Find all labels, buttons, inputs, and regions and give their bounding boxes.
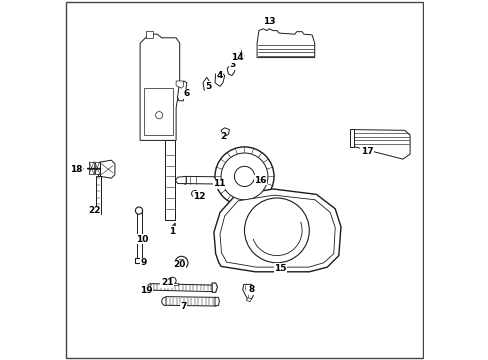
Polygon shape xyxy=(221,128,229,136)
Polygon shape xyxy=(193,192,198,197)
Polygon shape xyxy=(246,298,251,302)
Polygon shape xyxy=(232,60,236,66)
Polygon shape xyxy=(176,263,181,265)
Circle shape xyxy=(155,112,163,119)
Text: 17: 17 xyxy=(360,147,372,156)
Text: 10: 10 xyxy=(136,235,148,244)
Circle shape xyxy=(168,277,176,284)
Polygon shape xyxy=(101,162,105,174)
Polygon shape xyxy=(89,162,94,174)
Text: 12: 12 xyxy=(193,192,205,201)
Circle shape xyxy=(238,53,244,59)
Polygon shape xyxy=(212,283,217,292)
Polygon shape xyxy=(175,176,186,184)
Polygon shape xyxy=(220,195,335,267)
Text: 14: 14 xyxy=(230,53,243,62)
Polygon shape xyxy=(136,212,141,258)
Polygon shape xyxy=(151,284,213,292)
Circle shape xyxy=(135,207,142,214)
Polygon shape xyxy=(95,162,100,174)
Polygon shape xyxy=(227,65,235,76)
Polygon shape xyxy=(170,283,178,285)
Circle shape xyxy=(175,256,187,269)
Text: 21: 21 xyxy=(161,278,173,287)
Polygon shape xyxy=(135,258,143,263)
Circle shape xyxy=(215,147,273,206)
Circle shape xyxy=(191,190,198,197)
Polygon shape xyxy=(257,29,314,58)
Text: 6: 6 xyxy=(183,89,190,98)
Text: 13: 13 xyxy=(263,17,275,26)
Polygon shape xyxy=(166,297,216,306)
Text: 1: 1 xyxy=(169,227,175,236)
Polygon shape xyxy=(215,72,224,86)
Text: 19: 19 xyxy=(140,286,153,295)
Text: 5: 5 xyxy=(205,82,211,91)
Polygon shape xyxy=(96,176,101,214)
Polygon shape xyxy=(242,284,253,299)
Text: 7: 7 xyxy=(180,302,186,311)
Polygon shape xyxy=(165,140,175,220)
Text: 4: 4 xyxy=(216,71,222,80)
Polygon shape xyxy=(140,34,183,140)
Circle shape xyxy=(221,153,267,200)
Text: 22: 22 xyxy=(87,206,100,215)
Text: 18: 18 xyxy=(70,165,82,174)
Polygon shape xyxy=(349,129,353,147)
Circle shape xyxy=(234,166,254,186)
Text: 9: 9 xyxy=(140,258,146,267)
Polygon shape xyxy=(144,88,172,135)
Polygon shape xyxy=(186,176,242,184)
Text: 8: 8 xyxy=(248,285,254,294)
Polygon shape xyxy=(176,81,183,88)
Text: 20: 20 xyxy=(173,260,185,269)
Polygon shape xyxy=(101,160,115,178)
Text: 3: 3 xyxy=(229,60,236,69)
Polygon shape xyxy=(145,31,152,38)
Text: 2: 2 xyxy=(219,132,225,141)
Polygon shape xyxy=(177,81,186,101)
Polygon shape xyxy=(213,189,340,272)
Polygon shape xyxy=(203,77,209,90)
Text: 16: 16 xyxy=(254,176,266,185)
Polygon shape xyxy=(240,174,247,187)
Polygon shape xyxy=(215,297,219,306)
Text: 11: 11 xyxy=(213,179,225,188)
Polygon shape xyxy=(350,130,409,159)
Text: 15: 15 xyxy=(274,264,286,273)
Circle shape xyxy=(244,198,309,263)
Circle shape xyxy=(178,259,185,266)
